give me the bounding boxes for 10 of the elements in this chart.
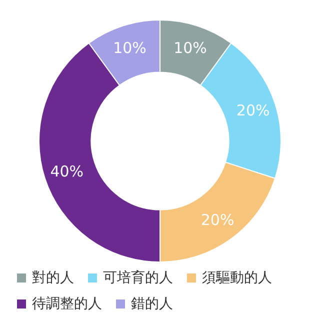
data-label: 20%	[200, 211, 234, 230]
legend-label: 待調整的人	[32, 296, 102, 312]
legend-label: 對的人	[32, 270, 74, 286]
data-label: 10%	[113, 38, 146, 57]
data-label: 10%	[174, 38, 207, 57]
legend-label: 錯的人	[131, 296, 173, 312]
legend-label: 須驅動的人	[202, 270, 272, 286]
legend-label: 可培育的人	[103, 269, 173, 286]
data-label: 40%	[50, 162, 84, 180]
data-label: 20%	[236, 102, 270, 120]
